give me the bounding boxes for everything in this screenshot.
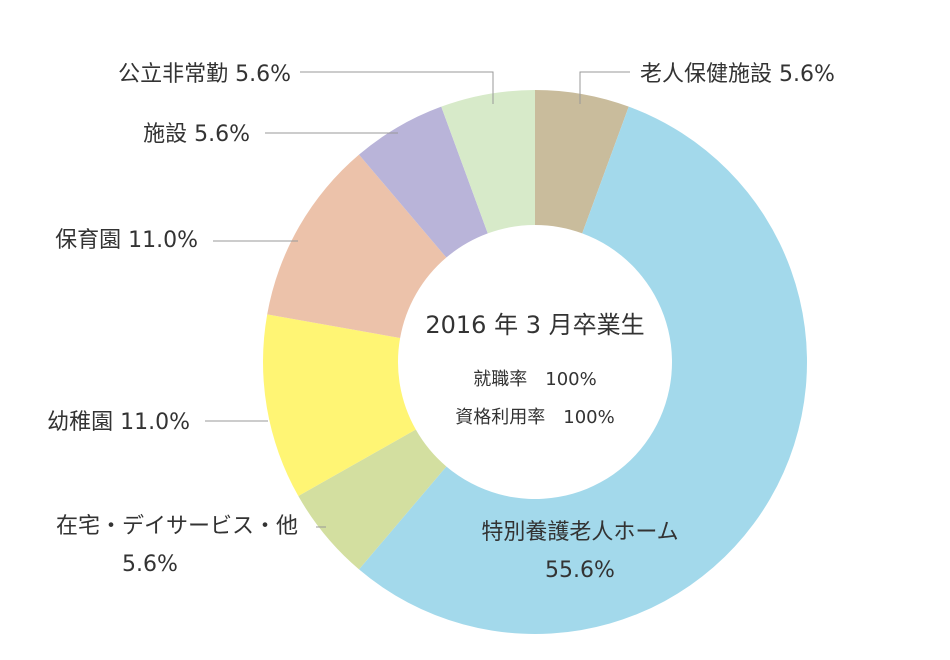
category-name: 施設 — [143, 122, 187, 147]
leader-line — [579, 71, 630, 104]
center-note: 資格利用率 100% — [455, 407, 614, 428]
slice-label: 公立非常勤 5.6% — [118, 62, 291, 87]
value-label: 5.6% — [194, 122, 250, 147]
slice-label: 在宅・デイサービス・他 — [56, 514, 298, 539]
slice — [267, 154, 447, 339]
value-label: 5.6% — [779, 62, 835, 87]
center-title: 2016 年 3 月卒業生 — [425, 311, 644, 339]
slice — [535, 90, 629, 234]
slice-label: 保育園 11.0% — [55, 228, 198, 253]
slice — [298, 429, 447, 570]
value-label: 11.0% — [120, 410, 190, 435]
category-name: 保育園 — [55, 228, 121, 253]
value-label: 55.6% — [545, 558, 615, 583]
slice-label: 幼稚園 11.0% — [47, 410, 190, 435]
category-name: 公立非常勤 — [118, 62, 228, 87]
center-note: 就職率 100% — [473, 369, 596, 390]
value-label: 5.6% — [235, 62, 291, 87]
slice-label: 特別養護老人ホーム — [481, 520, 678, 545]
slice — [359, 106, 488, 258]
slice-label: 施設 5.6% — [143, 122, 250, 147]
slice — [359, 106, 808, 634]
leader-lines — [205, 71, 630, 528]
category-name: 幼稚園 — [47, 410, 113, 435]
value-label: 5.6% — [122, 552, 178, 577]
leader-line — [300, 71, 494, 104]
slice — [441, 90, 535, 234]
category-name: 老人保健施設 — [640, 62, 772, 87]
slice — [262, 314, 416, 497]
slices — [262, 90, 808, 634]
value-label: 11.0% — [128, 228, 198, 253]
slice-label: 老人保健施設 5.6% — [640, 62, 835, 87]
